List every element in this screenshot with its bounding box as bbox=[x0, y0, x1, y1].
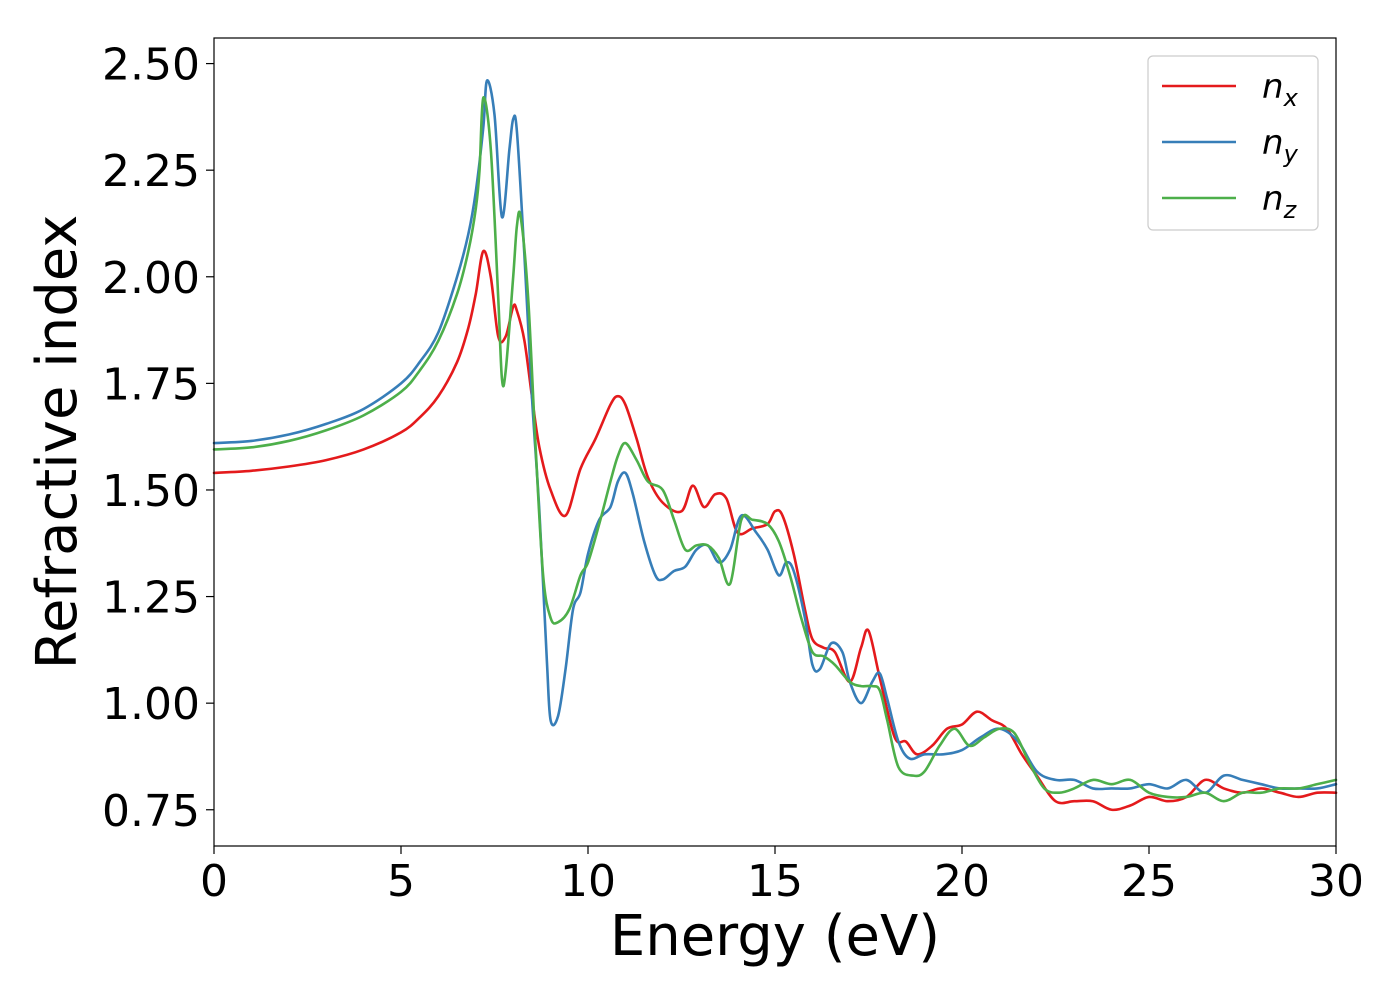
y-tick-label: 2.50 bbox=[102, 40, 200, 91]
y-tick-label: 1.00 bbox=[102, 679, 200, 730]
x-tick-label: 15 bbox=[747, 856, 803, 907]
series-line-n-x bbox=[212, 249, 1338, 812]
x-tick-label: 5 bbox=[387, 856, 415, 907]
x-tick-label: 25 bbox=[1121, 856, 1177, 907]
x-tick-label: 20 bbox=[934, 856, 990, 907]
x-tick-label: 30 bbox=[1308, 856, 1364, 907]
legend-label-n-y: ny bbox=[1262, 123, 1299, 168]
y-tick-label: 2.00 bbox=[102, 253, 200, 304]
x-tick-label: 0 bbox=[200, 856, 228, 907]
y-axis-label: Refractive index bbox=[25, 215, 90, 670]
y-tick-label: 1.25 bbox=[102, 573, 200, 624]
y-axis: 0.75 1.00 1.25 1.50 1.75 2.00 2.25 2.50 bbox=[102, 40, 214, 837]
y-tick-label: 1.75 bbox=[102, 359, 200, 410]
legend: nx ny nz bbox=[1147, 55, 1319, 231]
legend-label-n-z: nz bbox=[1262, 179, 1298, 224]
series-line-n-z bbox=[212, 96, 1338, 803]
x-tick-label: 10 bbox=[560, 856, 616, 907]
legend-label-n-x: nx bbox=[1262, 67, 1299, 112]
x-axis-label: Energy (eV) bbox=[610, 904, 940, 969]
y-tick-label: 1.50 bbox=[102, 466, 200, 517]
series-line-n-y bbox=[212, 79, 1338, 794]
y-tick-label: 0.75 bbox=[102, 786, 200, 837]
x-axis: 0 5 10 15 20 25 30 bbox=[200, 846, 1364, 907]
y-tick-label: 2.25 bbox=[102, 146, 200, 197]
series-layer bbox=[212, 79, 1338, 812]
